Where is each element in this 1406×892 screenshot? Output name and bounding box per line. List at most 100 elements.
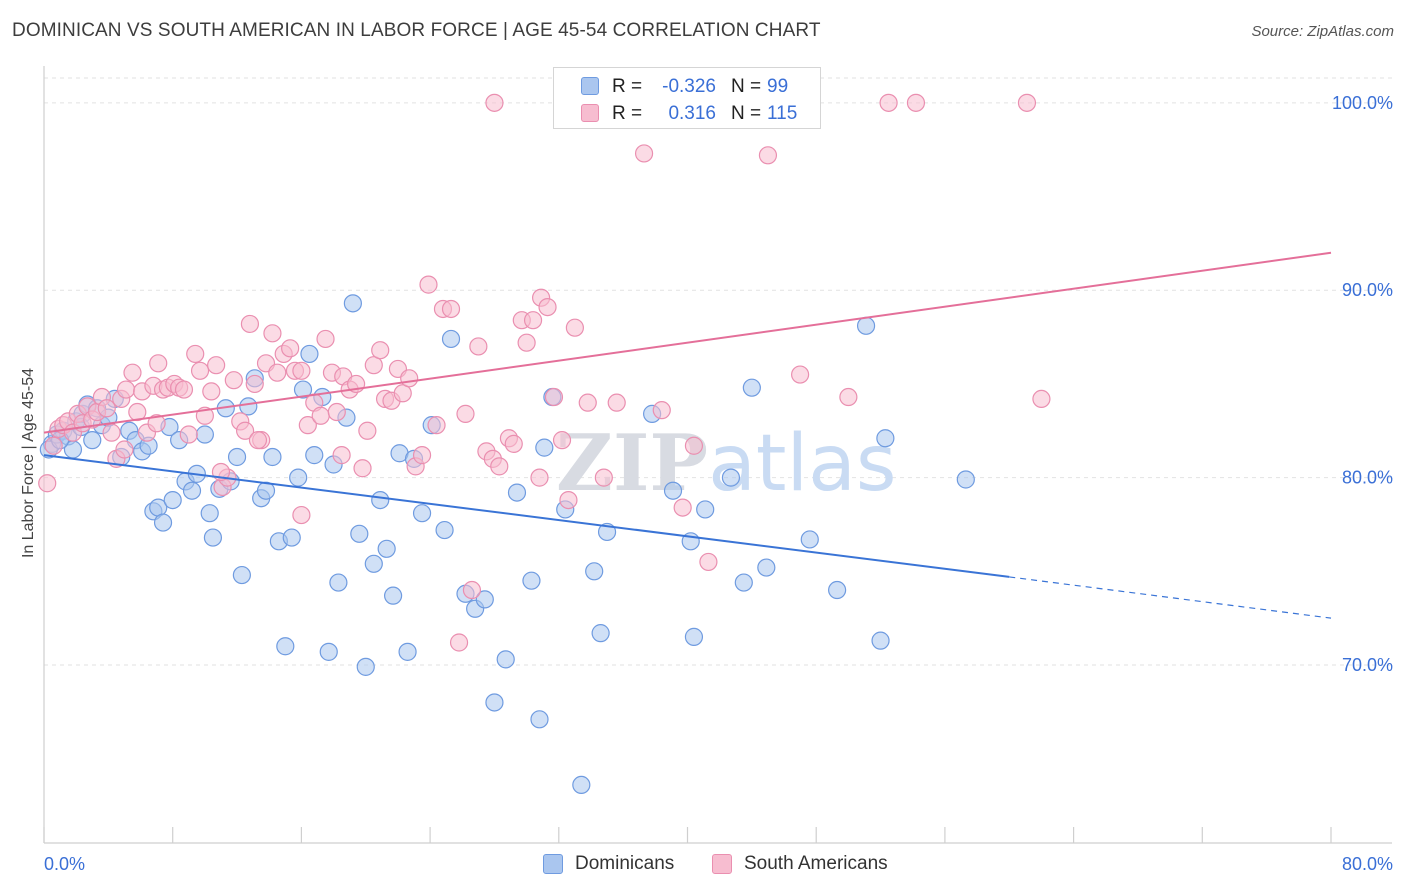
chart-title: DOMINICAN VS SOUTH AMERICAN IN LABOR FOR… — [12, 20, 821, 41]
watermark: ZIPatlas — [556, 418, 897, 509]
data-point — [565, 318, 584, 337]
legend-n-value: 115 — [767, 103, 798, 124]
data-point — [190, 361, 210, 380]
data-point — [419, 275, 438, 294]
bottom-legend-label: South Americans — [744, 853, 888, 874]
data-point — [147, 414, 166, 433]
data-point — [607, 393, 626, 412]
data-point — [245, 374, 264, 394]
data-point — [343, 294, 362, 313]
data-point — [1017, 93, 1037, 112]
data-point — [462, 580, 482, 600]
data-point — [673, 498, 692, 517]
data-point — [522, 571, 541, 590]
data-point — [721, 468, 741, 487]
data-point — [956, 470, 975, 489]
legend-swatch-dominicans — [581, 77, 599, 95]
data-point — [652, 401, 671, 420]
trendline-dominicans — [43, 454, 1010, 578]
data-point — [412, 504, 432, 523]
legend-n-label: N = — [731, 76, 762, 97]
data-point — [97, 399, 116, 418]
legend-row-dominicans: R = -0.326 N = 99 — [554, 74, 820, 100]
data-point — [427, 416, 446, 435]
data-point — [828, 580, 847, 600]
data-point — [684, 436, 704, 455]
data-point — [906, 93, 926, 112]
data-point — [398, 642, 417, 661]
legend-swatch-south-americans — [581, 104, 599, 122]
data-point — [839, 387, 858, 407]
data-point — [350, 524, 369, 543]
data-point — [879, 93, 898, 112]
data-point — [585, 562, 604, 581]
legend-r-label: R = — [612, 76, 643, 97]
data-point — [504, 434, 523, 453]
data-point — [358, 421, 377, 440]
legend-row-south-americans: R = 0.316 N = 115 — [554, 101, 820, 127]
data-point — [393, 384, 412, 403]
legend-n-label: N = — [731, 103, 762, 124]
data-point — [153, 513, 173, 532]
data-point — [289, 468, 308, 487]
data-point — [441, 299, 461, 319]
data-point — [292, 361, 311, 380]
legend-r-value: 0.316 — [668, 103, 716, 124]
data-point — [263, 324, 282, 343]
data-point — [263, 447, 282, 467]
data-point — [734, 573, 753, 592]
data-point — [276, 637, 295, 656]
y-tick-label: 80.0% — [1342, 468, 1393, 488]
data-point — [1032, 389, 1051, 409]
data-point — [742, 378, 761, 397]
data-point — [572, 775, 591, 795]
data-point — [400, 369, 419, 388]
data-point — [83, 431, 102, 450]
data-point — [544, 387, 564, 407]
data-point — [684, 627, 704, 646]
trendline-dominicans-extension — [1009, 576, 1332, 619]
watermark-atlas: atlas — [708, 419, 897, 509]
data-point — [449, 633, 469, 652]
x-tick-label: 80.0% — [1342, 854, 1393, 874]
data-point — [174, 380, 194, 399]
data-point — [377, 539, 396, 558]
data-point — [329, 573, 348, 592]
data-point — [240, 314, 260, 334]
data-point — [634, 144, 654, 163]
legend-r-value: -0.326 — [662, 76, 716, 97]
data-point — [182, 481, 202, 500]
data-point — [663, 481, 683, 500]
data-point — [305, 446, 324, 465]
data-point — [441, 329, 461, 349]
data-point — [293, 380, 313, 399]
data-point — [353, 459, 372, 478]
data-point — [202, 382, 221, 401]
data-point — [268, 363, 287, 382]
data-point — [538, 297, 557, 317]
data-point — [800, 530, 819, 549]
data-point — [239, 397, 258, 416]
data-point — [195, 425, 214, 444]
data-point — [475, 590, 494, 609]
data-point — [591, 624, 610, 643]
y-tick-label: 70.0% — [1342, 655, 1393, 675]
trendline-south-americans — [43, 251, 1332, 434]
y-tick-label: 100.0% — [1332, 93, 1393, 113]
data-point — [102, 423, 121, 442]
data-point — [517, 333, 536, 352]
bottom-legend-swatch-south-americans — [712, 854, 732, 874]
data-point — [248, 431, 268, 450]
data-point — [456, 404, 475, 423]
data-point — [371, 490, 390, 510]
x-tick-label: 0.0% — [44, 854, 85, 874]
data-point — [696, 500, 715, 519]
y-tick-label: 90.0% — [1342, 280, 1393, 300]
data-point — [559, 490, 578, 510]
data-point — [371, 341, 390, 360]
data-point — [311, 406, 330, 425]
data-point — [116, 380, 136, 399]
data-point — [227, 447, 247, 467]
data-point — [364, 356, 383, 375]
